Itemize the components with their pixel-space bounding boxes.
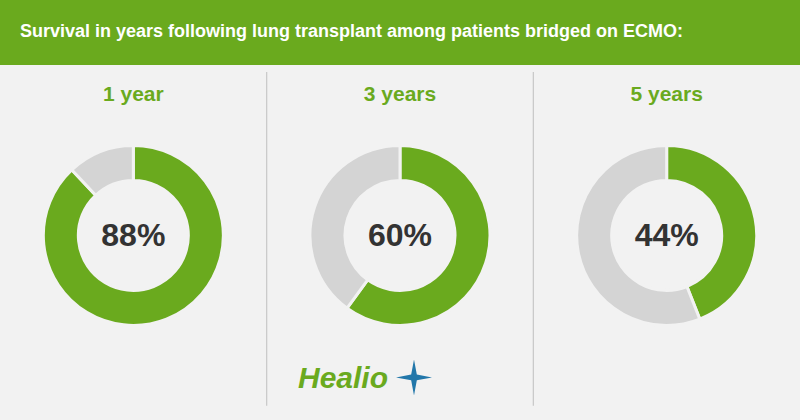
annotation: Healio: [298, 361, 388, 394]
donut-segment: [577, 145, 700, 325]
divider: [533, 72, 534, 406]
donut: [43, 145, 223, 325]
data-label: 88%: [101, 217, 165, 253]
data-label: 60%: [368, 217, 432, 253]
donut-segment: [43, 145, 223, 325]
title-bar: [0, 0, 800, 65]
donut: [310, 145, 490, 325]
divider: [266, 72, 267, 406]
category-label: 5 years: [630, 82, 702, 105]
category-label: 3 years: [364, 82, 436, 105]
donut-segment: [72, 145, 134, 195]
chart-root: Survival in years following lung transpl…: [0, 0, 800, 420]
donut: [577, 145, 757, 325]
category-label: 1 year: [103, 82, 164, 105]
data-label: 44%: [635, 217, 699, 253]
logo-star: [396, 359, 432, 395]
title: Survival in years following lung transpl…: [20, 21, 683, 41]
background: [0, 0, 800, 420]
